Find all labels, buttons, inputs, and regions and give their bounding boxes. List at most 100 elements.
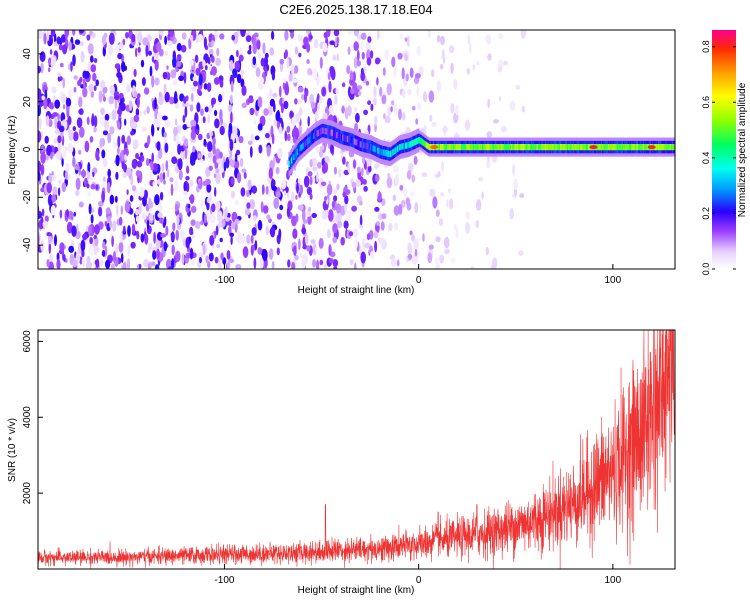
spectrogram-cell bbox=[228, 122, 233, 133]
spectrogram-cell bbox=[416, 45, 422, 57]
spectrogram-cell bbox=[108, 95, 115, 105]
spectrogram-cell bbox=[88, 83, 94, 93]
snr-x-tick-label: 0 bbox=[416, 575, 422, 586]
spectrogram-band-core bbox=[403, 142, 406, 150]
spectrogram-band-core bbox=[631, 144, 633, 151]
spectrogram-cell bbox=[241, 85, 247, 96]
spectrogram-cell bbox=[202, 59, 206, 68]
spectrogram-cell bbox=[310, 101, 316, 109]
spectrogram-band-core bbox=[616, 144, 618, 151]
spectrogram-cell bbox=[207, 57, 211, 65]
spectrogram-band-core bbox=[611, 144, 613, 151]
spectrogram-band-core bbox=[385, 150, 387, 157]
spectrogram-band-core bbox=[502, 144, 505, 151]
spectrogram-band-core bbox=[633, 144, 635, 151]
spectrogram-band-core bbox=[350, 136, 352, 143]
spectrogram-band-core bbox=[321, 127, 323, 134]
spectrogram-band-core bbox=[414, 138, 416, 146]
spectrogram-cell bbox=[126, 258, 131, 269]
spectrogram-cell bbox=[349, 70, 354, 81]
spectrogram-cell bbox=[258, 144, 263, 154]
spectrogram-cell bbox=[62, 44, 68, 55]
spectrogram-cell bbox=[188, 59, 194, 66]
spectrogram-band-core bbox=[646, 144, 648, 151]
spectrogram-cell bbox=[100, 107, 105, 116]
spectrogram-band-core bbox=[534, 144, 536, 151]
spectrogram-cell bbox=[44, 135, 49, 144]
spectrogram-band-core bbox=[536, 144, 539, 151]
spectrogram-cell bbox=[356, 50, 360, 61]
spectrogram-cell bbox=[129, 195, 134, 202]
spectrogram-cell bbox=[56, 36, 61, 45]
spectrogram-cell bbox=[235, 264, 242, 269]
spectrogram-cell bbox=[80, 50, 85, 63]
spectrogram-cell bbox=[275, 166, 280, 175]
spectrogram-x-tick-label: -100 bbox=[214, 275, 234, 286]
spectrogram-cell bbox=[234, 218, 240, 225]
spectrogram-cell bbox=[257, 96, 263, 108]
spectrogram-band-core bbox=[663, 144, 666, 151]
spectrogram-cell bbox=[149, 65, 153, 77]
spectrogram-cell bbox=[151, 261, 156, 267]
spectrogram-band-core bbox=[666, 144, 668, 151]
spectrogram-cell bbox=[73, 131, 79, 142]
spectrogram-cell bbox=[208, 252, 214, 262]
spectrogram-cell bbox=[447, 188, 451, 194]
spectrogram-x-ticks: -100 0 100 bbox=[214, 264, 622, 286]
spectrogram-band-core bbox=[354, 138, 357, 146]
spectrogram-band-core bbox=[549, 144, 552, 151]
spectrogram-cell bbox=[236, 49, 239, 58]
spectrogram-y-axis-label: Frequency (Hz) bbox=[7, 116, 18, 185]
spectrogram-cell bbox=[214, 187, 217, 197]
spectrogram-cell bbox=[321, 86, 327, 97]
spectrogram-band-core bbox=[671, 144, 674, 151]
spectrogram-cell bbox=[68, 41, 72, 52]
spectrogram-cell bbox=[450, 257, 456, 264]
spectrogram-cell bbox=[292, 78, 298, 83]
spectrogram-band-core bbox=[626, 144, 628, 151]
spectrogram-band-core bbox=[558, 144, 561, 151]
spectrogram-cell bbox=[98, 206, 103, 217]
spectrogram-cell bbox=[475, 199, 482, 211]
spectrogram-band-core bbox=[513, 144, 515, 151]
colorbar-ticks: 0.0 0.2 0.4 0.6 0.8 bbox=[701, 40, 736, 275]
spectrogram-cell bbox=[60, 93, 67, 104]
spectrogram-cell bbox=[170, 183, 174, 196]
spectrogram-cell bbox=[156, 248, 160, 260]
spectrogram-cell bbox=[316, 76, 320, 86]
spectrogram-cell bbox=[307, 171, 313, 177]
spectrogram-cell bbox=[379, 237, 386, 247]
spectrogram-cell bbox=[327, 228, 331, 239]
spectrogram-cell bbox=[328, 245, 332, 256]
spectrogram-cell bbox=[390, 106, 393, 113]
spectrogram-cell bbox=[126, 189, 129, 196]
spectrogram-cell bbox=[146, 106, 150, 114]
spectrogram-cell bbox=[194, 54, 199, 63]
spectrogram-cell bbox=[187, 204, 191, 209]
spectrogram-cell bbox=[404, 37, 408, 42]
spectrogram-cell bbox=[80, 170, 87, 178]
spectrogram-cell bbox=[251, 227, 257, 236]
spectrogram-cell bbox=[115, 204, 119, 216]
spectrogram-band-core bbox=[364, 142, 366, 149]
spectrogram-cell bbox=[374, 240, 378, 253]
spectrogram-cell bbox=[309, 35, 313, 40]
spectrogram-cell bbox=[359, 214, 363, 226]
spectrogram-band-core bbox=[386, 150, 388, 157]
spectrogram-cell bbox=[120, 102, 126, 112]
spectrogram-cell bbox=[137, 33, 140, 42]
spectrogram-cell bbox=[130, 175, 134, 186]
spectrogram-cell bbox=[391, 56, 396, 68]
spectrogram-cell bbox=[347, 46, 351, 55]
spectrogram-cell bbox=[374, 57, 381, 65]
spectrogram-cell bbox=[173, 126, 179, 136]
spectrogram-cell bbox=[379, 86, 383, 97]
spectrogram-cell bbox=[86, 183, 90, 189]
spectrogram-band-core bbox=[471, 144, 474, 151]
spectrogram-cell bbox=[249, 146, 253, 158]
spectrogram-cell bbox=[333, 166, 337, 175]
spectrogram-cell bbox=[233, 32, 239, 45]
spectrogram-cell bbox=[162, 172, 166, 181]
spectrogram-band-core bbox=[374, 146, 377, 153]
spectrogram-cell bbox=[185, 102, 191, 108]
